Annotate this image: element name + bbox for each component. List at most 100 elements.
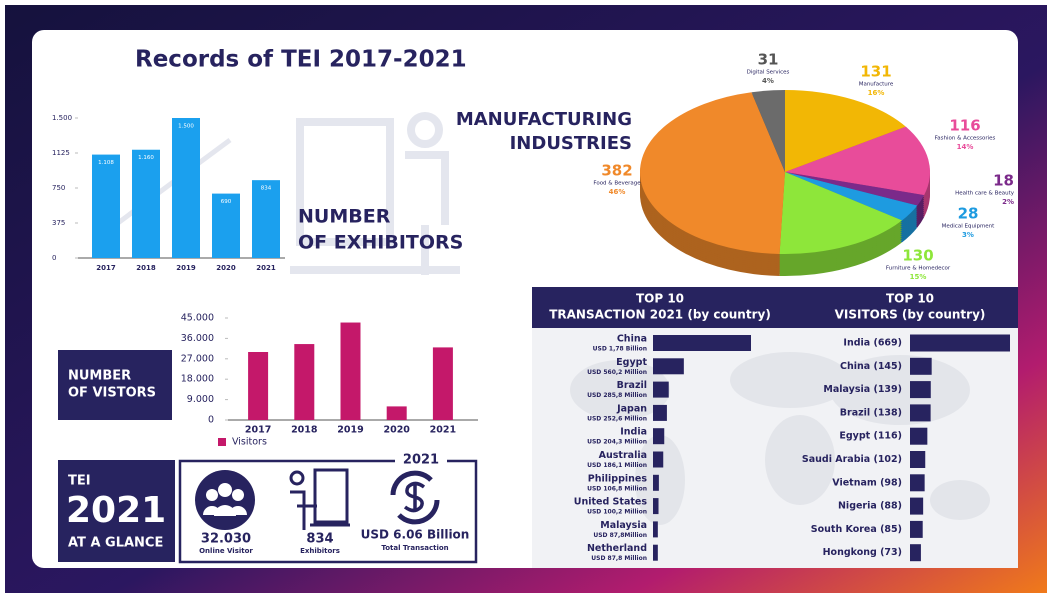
bar xyxy=(653,498,659,515)
pie-slice xyxy=(785,126,930,196)
bar xyxy=(386,406,407,420)
bar xyxy=(294,344,315,420)
glance-caption: AT A GLANCE xyxy=(68,536,163,551)
slice-percent: 3% xyxy=(962,231,974,239)
bar xyxy=(653,358,684,375)
y-tick-label: 9.000 xyxy=(187,394,214,405)
slice-percent: 2% xyxy=(1002,198,1014,206)
value-label: USD 204,3 Million xyxy=(587,439,647,446)
value-label: USD 252,6 Million xyxy=(587,415,647,422)
page-title: Records of TEI 2017-2021 xyxy=(135,47,467,73)
legend-label: Visitors xyxy=(232,437,267,448)
category-label: India (669) xyxy=(843,338,902,349)
chart-title: TRANSACTION 2021 (by country) xyxy=(549,308,771,322)
category-label: Egypt xyxy=(616,357,647,368)
pie-slice xyxy=(785,172,918,221)
y-tick-label: 750 xyxy=(52,184,65,192)
slice-label: Furniture & Homedecor xyxy=(886,266,951,272)
transaction-icon xyxy=(390,470,440,525)
visitor-icon xyxy=(195,470,255,530)
y-tick-label: 27.000 xyxy=(181,353,214,364)
y-tick-label: 375 xyxy=(52,219,65,227)
glance-box xyxy=(58,460,175,562)
y-tick-label: 1.500 xyxy=(52,114,72,122)
chart-title: INDUSTRIES xyxy=(510,133,632,154)
bar xyxy=(92,154,120,258)
slice-percent: 4% xyxy=(762,77,774,85)
pie-slice xyxy=(779,172,903,254)
value-label: USD 285,8 Million xyxy=(587,392,647,399)
value-label: 690 xyxy=(221,199,232,205)
bar xyxy=(910,544,921,562)
value-label: 1.160 xyxy=(138,155,154,161)
stat-label: Exhibitors xyxy=(300,547,340,555)
slice-label: Digital Services xyxy=(747,70,790,76)
y-tick-label: 18.000 xyxy=(181,374,214,385)
bar xyxy=(653,474,659,491)
category-label: Egypt (116) xyxy=(839,431,902,442)
pie-slice xyxy=(751,90,785,172)
category-label: Brazil xyxy=(617,380,647,391)
bar xyxy=(910,334,1010,352)
bar xyxy=(910,497,924,515)
category-label: United States xyxy=(574,497,648,508)
x-tick-label: 2017 xyxy=(96,264,116,272)
slice-label: Health care & Beauty xyxy=(955,191,1015,197)
x-tick-label: 2018 xyxy=(136,264,156,272)
stat-value: USD 6.06 Billion xyxy=(361,528,470,542)
slice-value: 382 xyxy=(601,162,632,180)
bar xyxy=(910,404,931,422)
bar xyxy=(172,118,200,258)
chart-title: NUMBER xyxy=(68,369,131,384)
header-band xyxy=(532,287,1018,328)
value-label: USD 100,2 Million xyxy=(587,509,647,516)
bar xyxy=(248,352,269,420)
slice-percent: 16% xyxy=(868,89,885,97)
pie-slice xyxy=(785,90,906,172)
slice-value: 31 xyxy=(758,51,779,69)
bar xyxy=(653,521,658,538)
stat-value: 32.030 xyxy=(201,532,251,547)
chart-title: OF VISTORS xyxy=(68,386,156,401)
stat-value: 834 xyxy=(306,532,333,547)
chart-title: TOP 10 xyxy=(886,292,934,306)
chart-title: VISITORS (by country) xyxy=(835,308,986,322)
value-label: 1.108 xyxy=(98,160,114,166)
value-label: USD 1,78 Billion xyxy=(593,346,647,353)
slice-value: 130 xyxy=(902,247,933,265)
stat-label: Total Transaction xyxy=(381,544,448,552)
y-tick-label: 45.000 xyxy=(181,313,214,324)
value-label: USD 87,8Million xyxy=(593,532,647,539)
chart-title: MANUFACTURING xyxy=(456,109,632,130)
slice-value: 18 xyxy=(993,172,1014,190)
bar xyxy=(910,427,928,445)
category-label: India xyxy=(620,427,647,438)
year-backdrop xyxy=(395,452,447,468)
value-label: USD 560,2 Million xyxy=(587,369,647,376)
category-label: Netherland xyxy=(587,543,647,554)
glance-frame xyxy=(178,459,478,564)
slice-percent: 46% xyxy=(609,188,626,196)
bar xyxy=(212,193,240,258)
bar xyxy=(653,428,665,445)
category-label: Nigeria (88) xyxy=(838,501,902,512)
pie-slice xyxy=(785,172,925,206)
slice-percent: 14% xyxy=(957,143,974,151)
bar xyxy=(910,451,926,468)
category-label: Brazil (138) xyxy=(840,407,902,418)
slice-label: Food & Beverage xyxy=(593,181,641,187)
x-tick-label: 2020 xyxy=(216,264,236,272)
y-tick-label: 0 xyxy=(52,254,56,262)
bar xyxy=(132,149,160,258)
bar xyxy=(910,474,925,492)
legend-swatch xyxy=(218,438,226,446)
x-tick-label: 2021 xyxy=(430,425,456,436)
slice-label: Manufacture xyxy=(859,82,894,88)
bar xyxy=(432,347,453,420)
y-tick-label: 36.000 xyxy=(181,333,214,344)
category-label: Vietnam (98) xyxy=(832,477,902,488)
slice-label: Medical Equipment xyxy=(942,224,996,230)
bar xyxy=(910,357,932,375)
